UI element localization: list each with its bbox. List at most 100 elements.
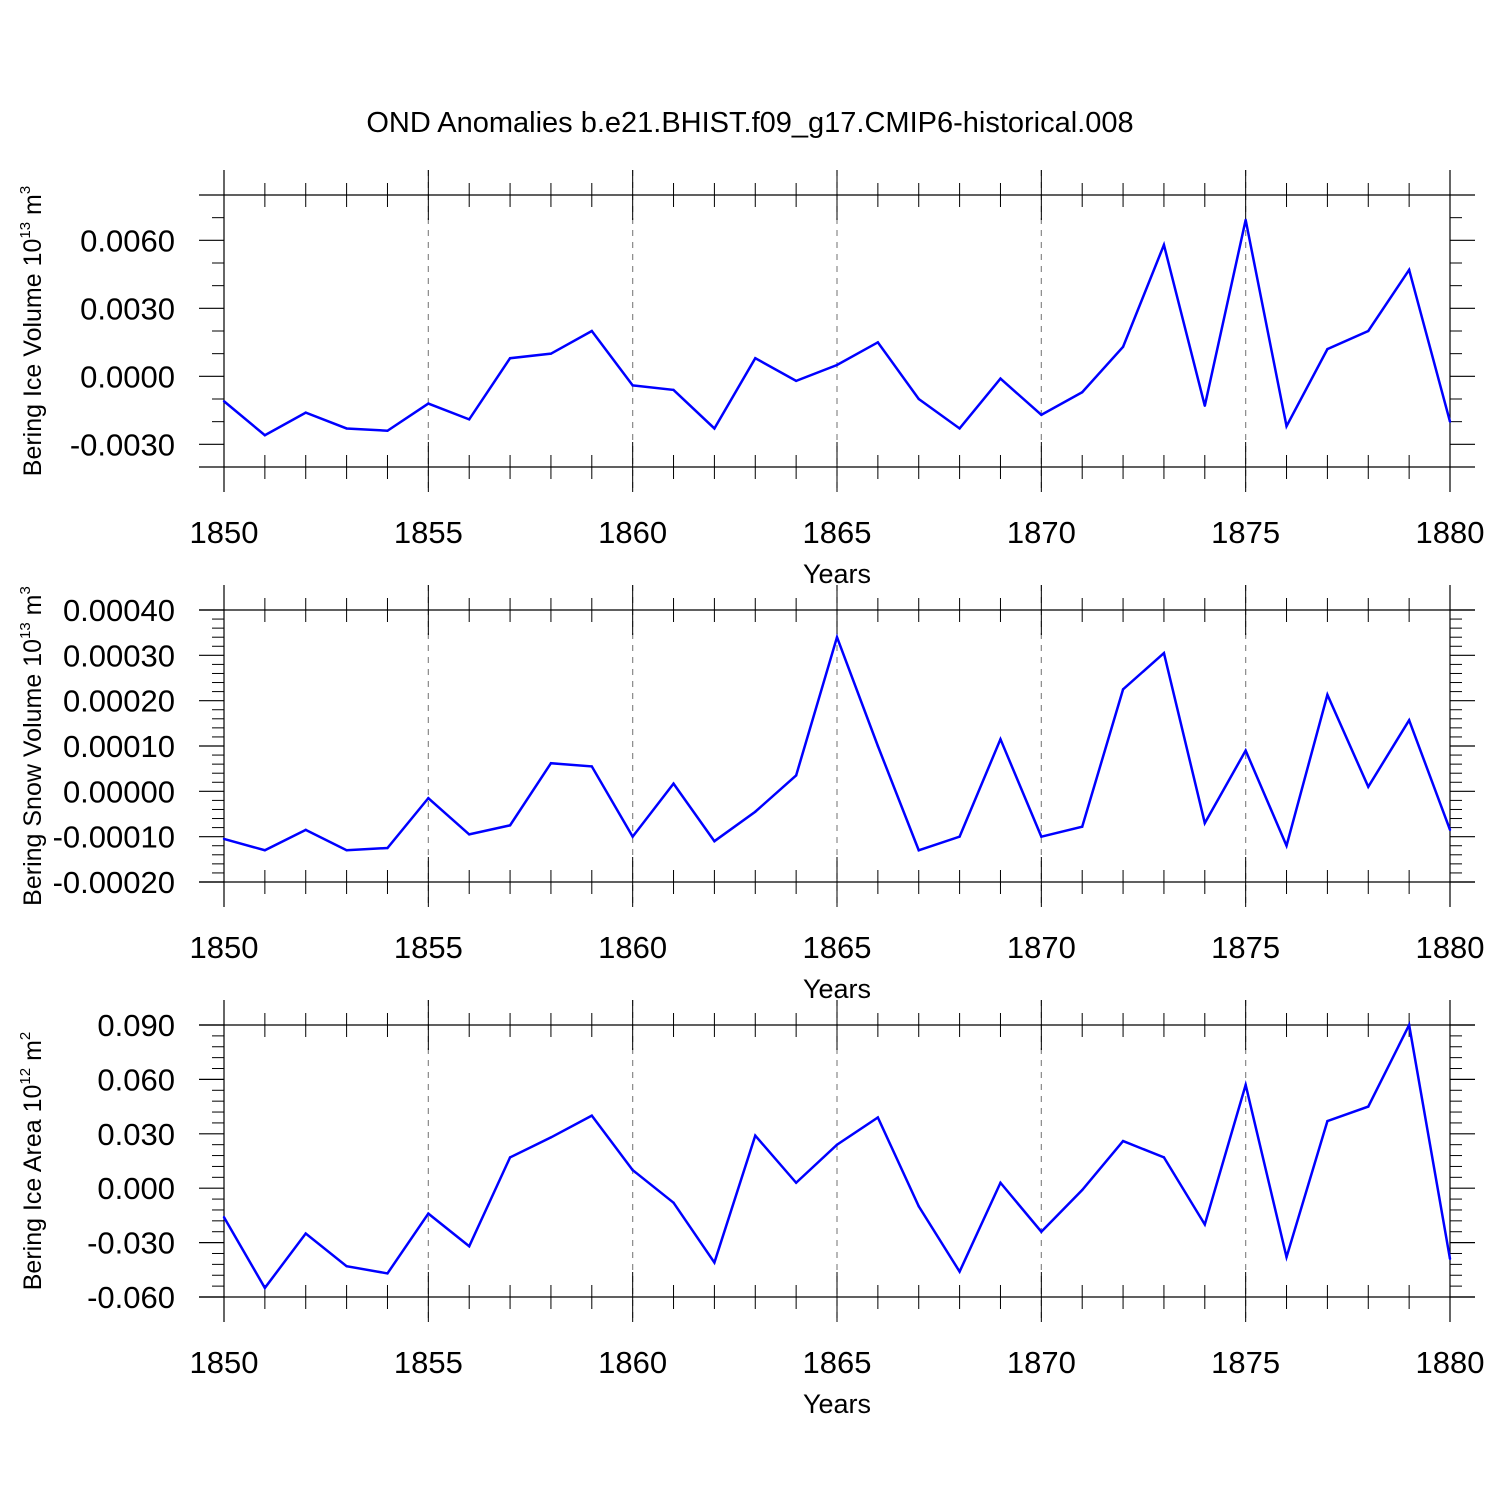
x-tick-label: 1865 (803, 930, 872, 965)
y-tick-label: -0.00010 (53, 820, 175, 855)
data-point (958, 835, 961, 838)
data-point (1040, 835, 1043, 838)
data-point (1448, 1257, 1452, 1261)
data-point (1040, 1230, 1043, 1233)
data-point (304, 411, 307, 414)
x-tick-label: 1870 (1007, 930, 1076, 965)
data-point (631, 384, 634, 387)
data-point (1285, 844, 1288, 847)
data-point (1448, 828, 1452, 832)
data-point (794, 1181, 798, 1184)
x-tick-label: 1860 (598, 930, 667, 965)
data-point (999, 1181, 1002, 1184)
x-tick-label: 1850 (190, 930, 259, 965)
data-point (1203, 1223, 1207, 1226)
data-point (1040, 413, 1043, 417)
data-point (427, 796, 430, 800)
data-point (1326, 347, 1329, 351)
x-tick-label: 1875 (1211, 515, 1280, 550)
y-tick-label: 0.00040 (63, 593, 175, 628)
y-tick-label: 0.000 (97, 1171, 175, 1206)
x-tick-label: 1870 (1007, 515, 1076, 550)
y-tick-label: 0.0030 (80, 291, 175, 326)
y-tick-label: 0.030 (97, 1117, 175, 1152)
data-point (794, 379, 798, 383)
x-tick-label: 1855 (394, 1345, 463, 1380)
y-tick-label: 0.090 (97, 1008, 175, 1043)
data-point (713, 840, 716, 843)
data-point (1203, 404, 1207, 407)
data-point (876, 1116, 880, 1119)
data-point (508, 1156, 512, 1159)
data-point (754, 357, 757, 360)
y-tick-label: 0.0000 (80, 359, 175, 394)
data-point (631, 835, 634, 838)
data-point (876, 744, 880, 748)
x-axis-label: Years (803, 974, 871, 1004)
data-point (263, 849, 267, 852)
data-point (468, 418, 471, 421)
y-tick-label: 0.00030 (63, 638, 175, 673)
y-tick-label: -0.030 (87, 1226, 175, 1261)
data-point (672, 782, 675, 785)
data-point (1285, 425, 1288, 428)
x-tick-label: 1860 (598, 1345, 667, 1380)
data-point (1448, 420, 1452, 423)
x-tick-label: 1850 (190, 1345, 259, 1380)
y-tick-label: 0.00000 (63, 774, 175, 809)
data-point (508, 824, 512, 827)
data-point (1407, 1023, 1411, 1027)
data-point (1367, 785, 1370, 788)
y-axis-label: Bering Snow Volume 1013 m3 (17, 586, 47, 906)
data-point (1162, 651, 1166, 655)
data-point (1326, 1119, 1329, 1123)
data-point (917, 849, 920, 852)
data-point (427, 402, 430, 405)
data-point (999, 738, 1002, 741)
data-point (835, 363, 839, 367)
data-point (386, 846, 389, 850)
data-point (917, 1205, 920, 1208)
data-point (1121, 1139, 1125, 1143)
y-tick-label: 0.060 (97, 1062, 175, 1097)
data-point (263, 434, 267, 437)
data-point (713, 427, 716, 430)
data-point (427, 1212, 430, 1215)
x-tick-label: 1865 (803, 515, 872, 550)
y-tick-label: -0.060 (87, 1280, 175, 1315)
y-tick-label: 0.0060 (80, 223, 175, 258)
data-point (672, 1201, 675, 1204)
data-point (1162, 243, 1166, 247)
data-point (345, 427, 348, 430)
data-point (1244, 749, 1247, 752)
x-tick-label: 1855 (394, 930, 463, 965)
data-point (468, 1245, 471, 1248)
x-axis-label: Years (803, 1389, 871, 1419)
panel-snow-volume: -0.00020 -0.00010 0.00000 0.00010 0.00020 0.0… (17, 585, 1484, 1004)
panel-ice-volume: -0.0030 0.0000 0.0030 0.0060 1850 1855 1860 186… (17, 170, 1484, 589)
y-tick-label: 0.00010 (63, 729, 175, 764)
data-point (835, 636, 839, 639)
x-tick-label: 1880 (1416, 930, 1485, 965)
data-point (1407, 268, 1411, 271)
data-point (549, 352, 553, 355)
data-point (508, 357, 512, 360)
data-point (590, 765, 593, 768)
x-tick-label: 1875 (1211, 930, 1280, 965)
x-tick-label: 1855 (394, 515, 463, 550)
data-point (590, 1114, 593, 1117)
data-point (999, 377, 1002, 380)
data-point (590, 329, 593, 333)
x-axis-label: Years (803, 559, 871, 589)
y-axis-label: Bering Ice Area 1012 m2 (17, 1032, 47, 1291)
data-point (304, 1232, 307, 1235)
data-point (222, 837, 226, 841)
data-point (958, 427, 961, 430)
data-point (1244, 218, 1247, 222)
data-point (794, 774, 798, 777)
x-tick-label: 1880 (1416, 1345, 1485, 1380)
x-tick-label: 1875 (1211, 1345, 1280, 1380)
data-point (549, 762, 553, 765)
